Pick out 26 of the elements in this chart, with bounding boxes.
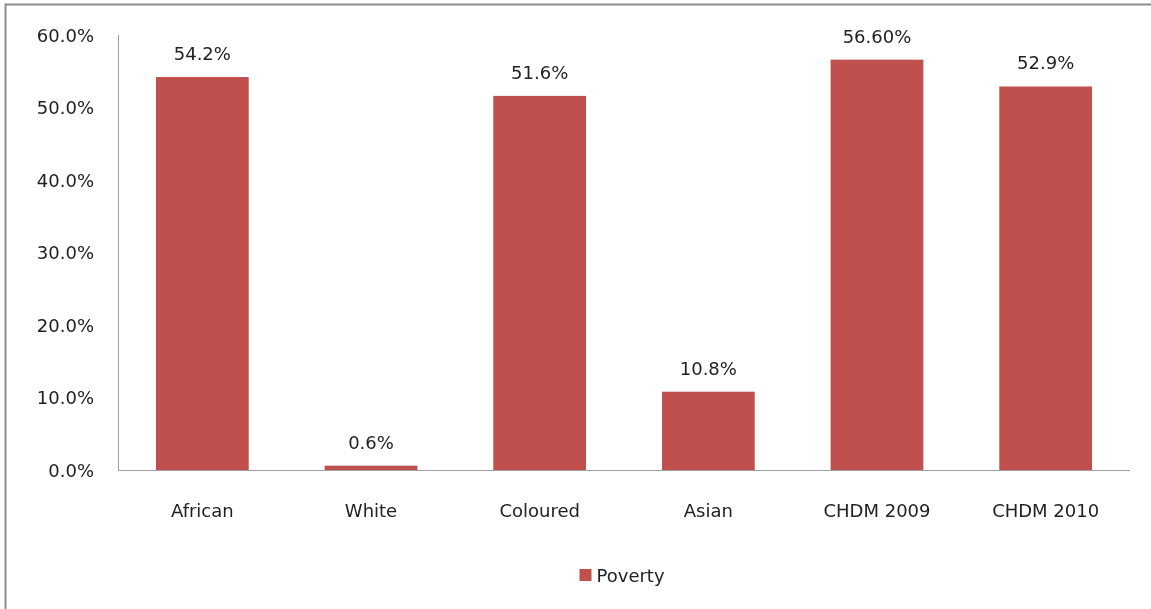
y-tick-label: 30.0% (36, 242, 94, 263)
data-label: 51.6% (511, 61, 569, 83)
bar (830, 59, 924, 470)
data-label: 56.60% (842, 25, 912, 47)
x-tick-label: CHDM 2010 (992, 499, 1100, 521)
y-tick-label: 10.0% (36, 387, 94, 408)
data-label: 52.9% (1017, 52, 1075, 74)
x-tick-label: Coloured (499, 499, 580, 521)
legend-label: Poverty (596, 564, 665, 586)
data-label: 0.6% (348, 431, 394, 453)
x-tick-label: Asian (683, 499, 733, 521)
bar (661, 391, 755, 470)
bar (493, 95, 587, 470)
y-tick-label: 40.0% (36, 169, 94, 191)
x-tick-label: CHDM 2009 (823, 499, 931, 521)
data-label: 54.2% (173, 43, 231, 65)
x-tick-label: African (170, 499, 234, 521)
y-tick-label: 50.0% (36, 97, 94, 118)
y-tick-label: 20.0% (36, 314, 94, 336)
bar (324, 465, 418, 470)
bar (155, 77, 249, 470)
bar (999, 86, 1093, 470)
x-tick-label: White (344, 499, 398, 521)
y-tick-label: 0.0% (48, 459, 94, 481)
data-label: 10.8% (679, 357, 737, 379)
y-tick-label: 60.0% (36, 24, 94, 46)
